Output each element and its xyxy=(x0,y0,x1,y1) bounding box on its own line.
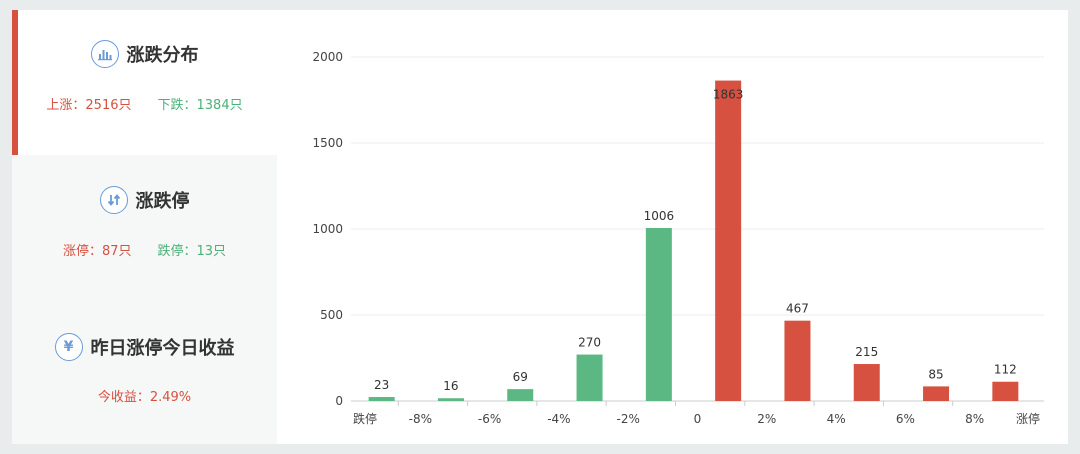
x-tick-label: -6% xyxy=(478,412,501,426)
panel-stats: 今收益：2.49% xyxy=(12,386,277,405)
bar xyxy=(923,386,950,401)
fall-count: 下跌：1384只 xyxy=(157,98,243,113)
panel-stats: 上涨：2516只 下跌：1384只 xyxy=(12,94,277,113)
x-tick-label: 2% xyxy=(757,412,776,426)
panel-title: 涨跌停 xyxy=(135,191,190,212)
data-label: 85 xyxy=(928,367,943,381)
bar xyxy=(437,398,464,401)
panel-stats: 涨停：87只 跌停：13只 xyxy=(12,240,277,259)
x-tick-label: 6% xyxy=(896,412,915,426)
y-tick-label: 1500 xyxy=(312,136,343,150)
sidebar: 涨跌分布 上涨：2516只 下跌：1384只 涨跌停 涨停：87只 跌停：13只 xyxy=(12,10,277,444)
data-label: 215 xyxy=(855,345,878,359)
limit-down-count: 跌停：13只 xyxy=(157,244,227,259)
bar-chart-icon xyxy=(90,40,119,68)
today-return: 今收益：2.49% xyxy=(97,390,192,405)
data-label: 112 xyxy=(994,363,1017,377)
market-distribution-widget: 涨跌分布 上涨：2516只 下跌：1384只 涨跌停 涨停：87只 跌停：13只 xyxy=(12,10,1068,444)
bar xyxy=(645,227,672,401)
x-tick-label: 涨停 xyxy=(1016,411,1040,426)
bar xyxy=(576,354,603,401)
y-tick-label: 1000 xyxy=(312,222,343,236)
x-tick-label: 跌停 xyxy=(353,411,377,426)
panel-yesterday-limit-up-return[interactable]: ¥ 昨日涨停今日收益 今收益：2.49% xyxy=(12,300,277,444)
bar xyxy=(853,364,880,401)
y-tick-label: 500 xyxy=(320,308,343,322)
up-down-arrows-icon xyxy=(99,186,128,214)
bar xyxy=(507,389,534,401)
x-tick-label: 8% xyxy=(965,412,984,426)
panel-title-row: 涨跌分布 xyxy=(12,40,277,68)
yen-icon: ¥ xyxy=(54,333,83,361)
panel-limit-up-down[interactable]: 涨跌停 涨停：87只 跌停：13只 xyxy=(12,155,277,300)
y-tick-label: 0 xyxy=(335,394,343,408)
chart-area: 0 500 1000 1500 2000 跌停 -8% -6% -4% -2% 0 2% 4% 6% 8% 涨… xyxy=(277,10,1068,444)
data-label: 1006 xyxy=(644,209,675,223)
panel-rise-fall-distribution[interactable]: 涨跌分布 上涨：2516只 下跌：1384只 xyxy=(12,10,277,155)
distribution-bar-chart: 0 500 1000 1500 2000 跌停 -8% -6% -4% -2% 0 2% 4% 6% 8% 涨… xyxy=(312,50,1044,426)
rise-count: 上涨：2516只 xyxy=(46,98,132,113)
panel-title: 昨日涨停今日收益 xyxy=(90,338,235,359)
limit-up-count: 涨停：87只 xyxy=(62,244,132,259)
data-label: 1863 xyxy=(713,88,744,102)
bar xyxy=(784,320,811,401)
panel-title-row: ¥ 昨日涨停今日收益 xyxy=(12,333,277,361)
data-label: 270 xyxy=(578,336,601,350)
data-label: 69 xyxy=(513,370,528,384)
x-tick-label: 4% xyxy=(827,412,846,426)
bar xyxy=(368,397,395,401)
x-tick-label: -4% xyxy=(547,412,570,426)
x-tick-label: 0 xyxy=(694,412,702,426)
x-tick-label: -8% xyxy=(409,412,432,426)
bar xyxy=(992,381,1019,401)
y-tick-label: 2000 xyxy=(312,50,343,64)
data-label: 23 xyxy=(374,378,389,392)
panel-title-row: 涨跌停 xyxy=(12,186,277,214)
x-tick-label: -2% xyxy=(617,412,640,426)
data-label: 467 xyxy=(786,302,809,316)
data-label: 16 xyxy=(443,379,458,393)
bar xyxy=(715,80,742,402)
panel-title: 涨跌分布 xyxy=(126,45,199,66)
